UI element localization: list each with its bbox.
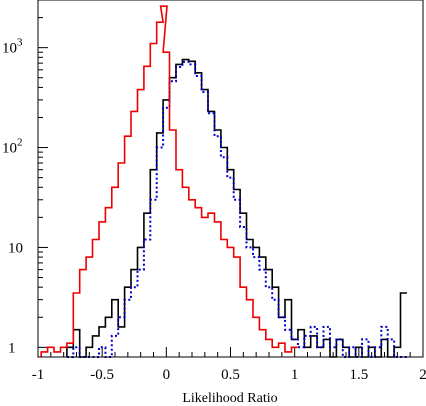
x-tick-label: -0.5 <box>90 367 114 383</box>
y-tick-label: 1 <box>8 340 16 356</box>
x-tick-label: 1 <box>291 367 299 383</box>
x-axis-title: Likelihood Ratio <box>182 391 277 406</box>
histogram-series-1 <box>66 58 407 358</box>
x-tick-label: 1.5 <box>349 367 368 383</box>
y-tick-label: 103 <box>2 37 23 57</box>
series-layer <box>40 5 407 358</box>
plot-frame <box>37 0 424 358</box>
x-tick-label: -1 <box>32 367 45 383</box>
histogram-series-3 <box>40 5 298 357</box>
y-tick-label: 102 <box>2 137 23 157</box>
y-tick-label: 10 <box>8 240 23 256</box>
x-axis-ticks: -1 -0.5 0 0.5 1 1.5 2 <box>32 347 426 383</box>
x-tick-label: 0 <box>163 367 171 383</box>
x-tick-label: 2 <box>419 367 426 383</box>
x-tick-label: 0.5 <box>221 367 240 383</box>
y-axis-ticks: 1 10 102 103 <box>2 0 48 356</box>
